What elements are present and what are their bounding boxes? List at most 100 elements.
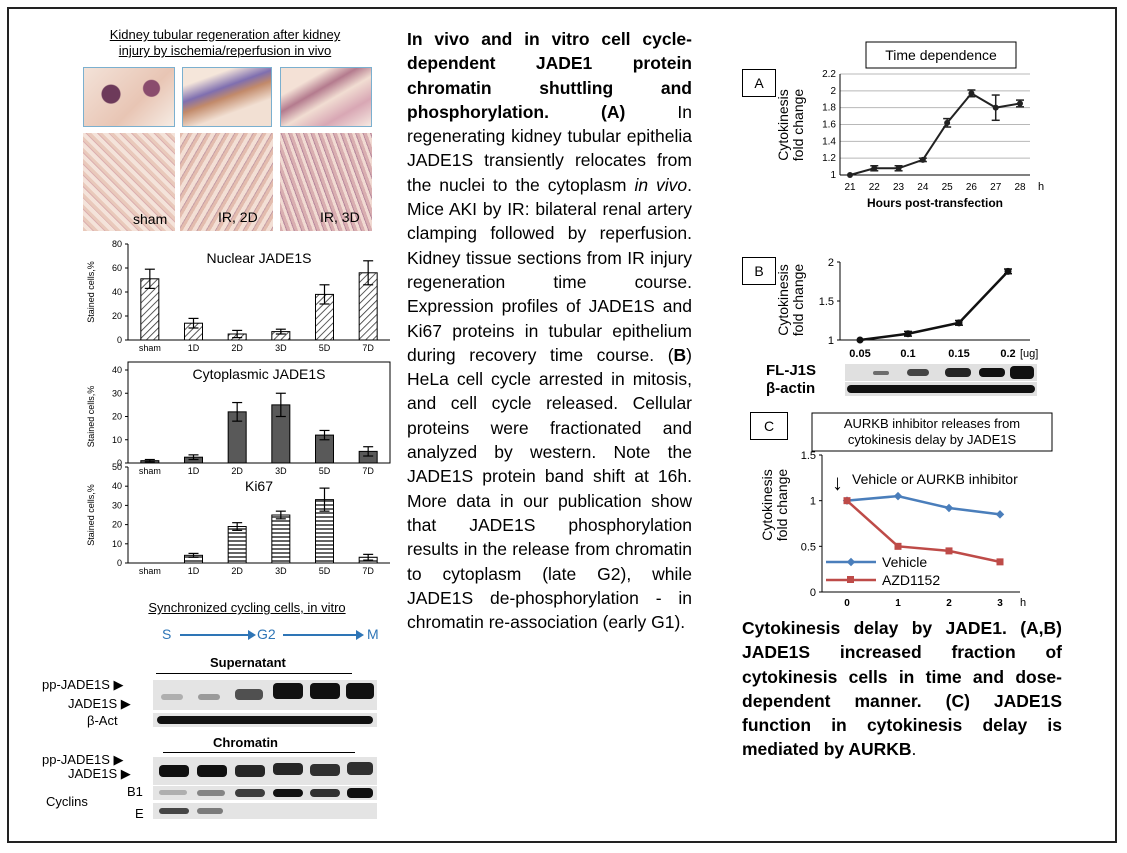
a-x-tick-label: 24	[917, 182, 929, 193]
a-point	[992, 104, 999, 111]
blot-label-jade1s-2: JADE1S ▶	[68, 766, 131, 782]
bar-category-label: 2D	[231, 566, 243, 576]
blot-label-pp-jade1s-1: pp-JADE1S ▶	[42, 677, 124, 693]
supernatant-rule	[156, 673, 352, 674]
bar-y-tick-label: 20	[112, 412, 122, 422]
a-y-tick-label: 1.4	[822, 136, 836, 147]
kidney-heading-line1: Kidney tubular regeneration after kidney	[109, 27, 341, 42]
caption-part2: ) JADE1S increased fraction of cytokines…	[742, 618, 1062, 711]
c-legend-vehicle-marker	[846, 557, 856, 567]
line-y-label: fold change	[790, 264, 806, 337]
c-y-tick-label: 0.5	[801, 541, 816, 553]
c-x-tick-label: 2	[946, 598, 952, 609]
a-point	[919, 156, 926, 163]
b-y-tick-label: 2	[828, 257, 834, 269]
panel-a-text-2: . Mice AKI by IR: bilateral renal artery…	[407, 174, 692, 365]
a-point	[847, 172, 853, 178]
tissue-label-ir3d: IR, 3D	[320, 209, 360, 225]
panel-a-text: In regenerating kidney tubular epithelia…	[407, 101, 692, 195]
arrow-marker-icon: ▶	[120, 696, 131, 711]
arrow-marker-icon: ▶	[113, 752, 124, 767]
bar-y-tick-label: 50	[112, 462, 122, 472]
blot-label-jade1s-2-text: JADE1S	[68, 766, 118, 781]
bar-mark	[227, 526, 247, 564]
line-charts: 11.21.41.61.822.221 22 23 24 25 26 27 28 hHours …	[759, 41, 1053, 609]
blot-label-bact: β-Act	[87, 713, 118, 728]
blot-fl-j1s	[845, 364, 1037, 381]
c-series-line	[846, 499, 1001, 564]
tissue-label-sham: sham	[133, 211, 168, 227]
c-point-vehicle	[893, 491, 903, 501]
a-y-tick-label: 1	[830, 170, 836, 181]
panel-c-label: C	[750, 412, 788, 440]
blot-label-pp-jade1s-1-text: pp-JADE1S	[42, 677, 110, 692]
caption-part1: Cytokinesis delay by JADE1. (	[742, 618, 1027, 638]
bar-y-tick-label: 60	[112, 263, 122, 273]
c-point-azd	[945, 547, 953, 555]
bar-y-tick-label: 0	[117, 458, 122, 468]
in-vivo-text: in vivo	[634, 174, 688, 195]
tissue-ir2d	[180, 133, 273, 231]
b-x-tick-label: 0.05	[849, 348, 870, 360]
c-point-azd	[894, 542, 902, 550]
b-x-unit: [ug]	[1020, 348, 1038, 360]
caption-end: .	[911, 739, 917, 760]
bar-y-tick-label: 40	[112, 287, 122, 297]
c-annotation: Vehicle or AURKB inhibitor	[852, 471, 1018, 487]
bar-chart-title: Ki67	[245, 478, 273, 494]
bar-category-label: 7D	[362, 343, 374, 353]
c-legend-azd-label: AZD1152	[882, 572, 940, 588]
blot-b-actin	[845, 382, 1037, 396]
bar-y-tick-label: 10	[112, 435, 122, 445]
kidney-heading: Kidney tubular regeneration after kidney…	[70, 27, 380, 59]
b-y-tick-label: 1.5	[819, 296, 834, 308]
line-y-label: Cytokinesis	[759, 469, 775, 541]
a-point	[871, 165, 878, 172]
blot-label-b1: B1	[127, 784, 143, 799]
a-point	[1017, 100, 1023, 107]
bar-y-label: Stained cells,%	[86, 386, 96, 448]
blot-label-b-actin: β-actin	[766, 380, 816, 397]
a-x-tick-label: 27	[990, 182, 1002, 193]
blot-cyclin-e	[153, 803, 377, 819]
c-y-tick-label: 0	[810, 587, 816, 599]
bar-category-label: 2D	[231, 466, 243, 476]
bar-category-label: 7D	[362, 566, 374, 576]
c-point-vehicle	[995, 510, 1005, 519]
tissue-label-ir2d: IR, 2D	[218, 209, 258, 225]
phase-m: M	[367, 626, 379, 642]
phase-s: S	[162, 626, 172, 642]
bar-chart-title: Cytoplasmic JADE1S	[192, 366, 325, 382]
bar-category-label: 3D	[275, 343, 287, 353]
bar-category-label: sham	[139, 566, 161, 576]
figure-title: In vivo and in vitro cell cycle-dependen…	[407, 29, 692, 122]
bar-category-label: 1D	[188, 566, 200, 576]
bar-chart-title: Nuclear JADE1S	[206, 250, 311, 266]
c-point-azd	[996, 558, 1004, 566]
caption-ab: A,B	[1026, 618, 1057, 638]
blot-label-pp-jade1s-2-text: pp-JADE1S	[42, 752, 110, 767]
a-y-tick-label: 1.2	[822, 153, 836, 164]
bar-plot-frame	[127, 361, 391, 464]
bar-category-label: 3D	[275, 466, 287, 476]
c-legend-vehicle-label: Vehicle	[882, 554, 927, 570]
a-x-tick-label: 22	[869, 182, 881, 193]
line-y-label: Cytokinesis	[775, 89, 791, 161]
c-title-box	[811, 412, 1053, 452]
b-point	[904, 330, 912, 338]
down-arrow-icon: ↓	[832, 470, 843, 495]
bar-y-tick-label: 20	[112, 311, 122, 321]
blot-label-cyclins: Cyclins	[46, 794, 88, 809]
blot-label-pp-jade1s-2: pp-JADE1S ▶	[42, 752, 124, 768]
b-y-tick-label: 1	[828, 335, 834, 347]
a-title: Time dependence	[885, 47, 997, 63]
bar-y-tick-label: 10	[112, 539, 122, 549]
micrograph-sham-closeup	[83, 67, 175, 127]
phase-arrows	[180, 630, 364, 640]
panel-a-ref: (A)	[601, 101, 626, 122]
blot-chromatin-jade1s	[153, 757, 377, 785]
c-y-tick-label: 1	[810, 496, 816, 508]
kidney-heading-line2: injury by ischemia/reperfusion in vivo	[118, 43, 332, 58]
chromatin-rule	[163, 752, 355, 753]
sync-heading: Synchronized cycling cells, in vitro	[148, 600, 346, 615]
